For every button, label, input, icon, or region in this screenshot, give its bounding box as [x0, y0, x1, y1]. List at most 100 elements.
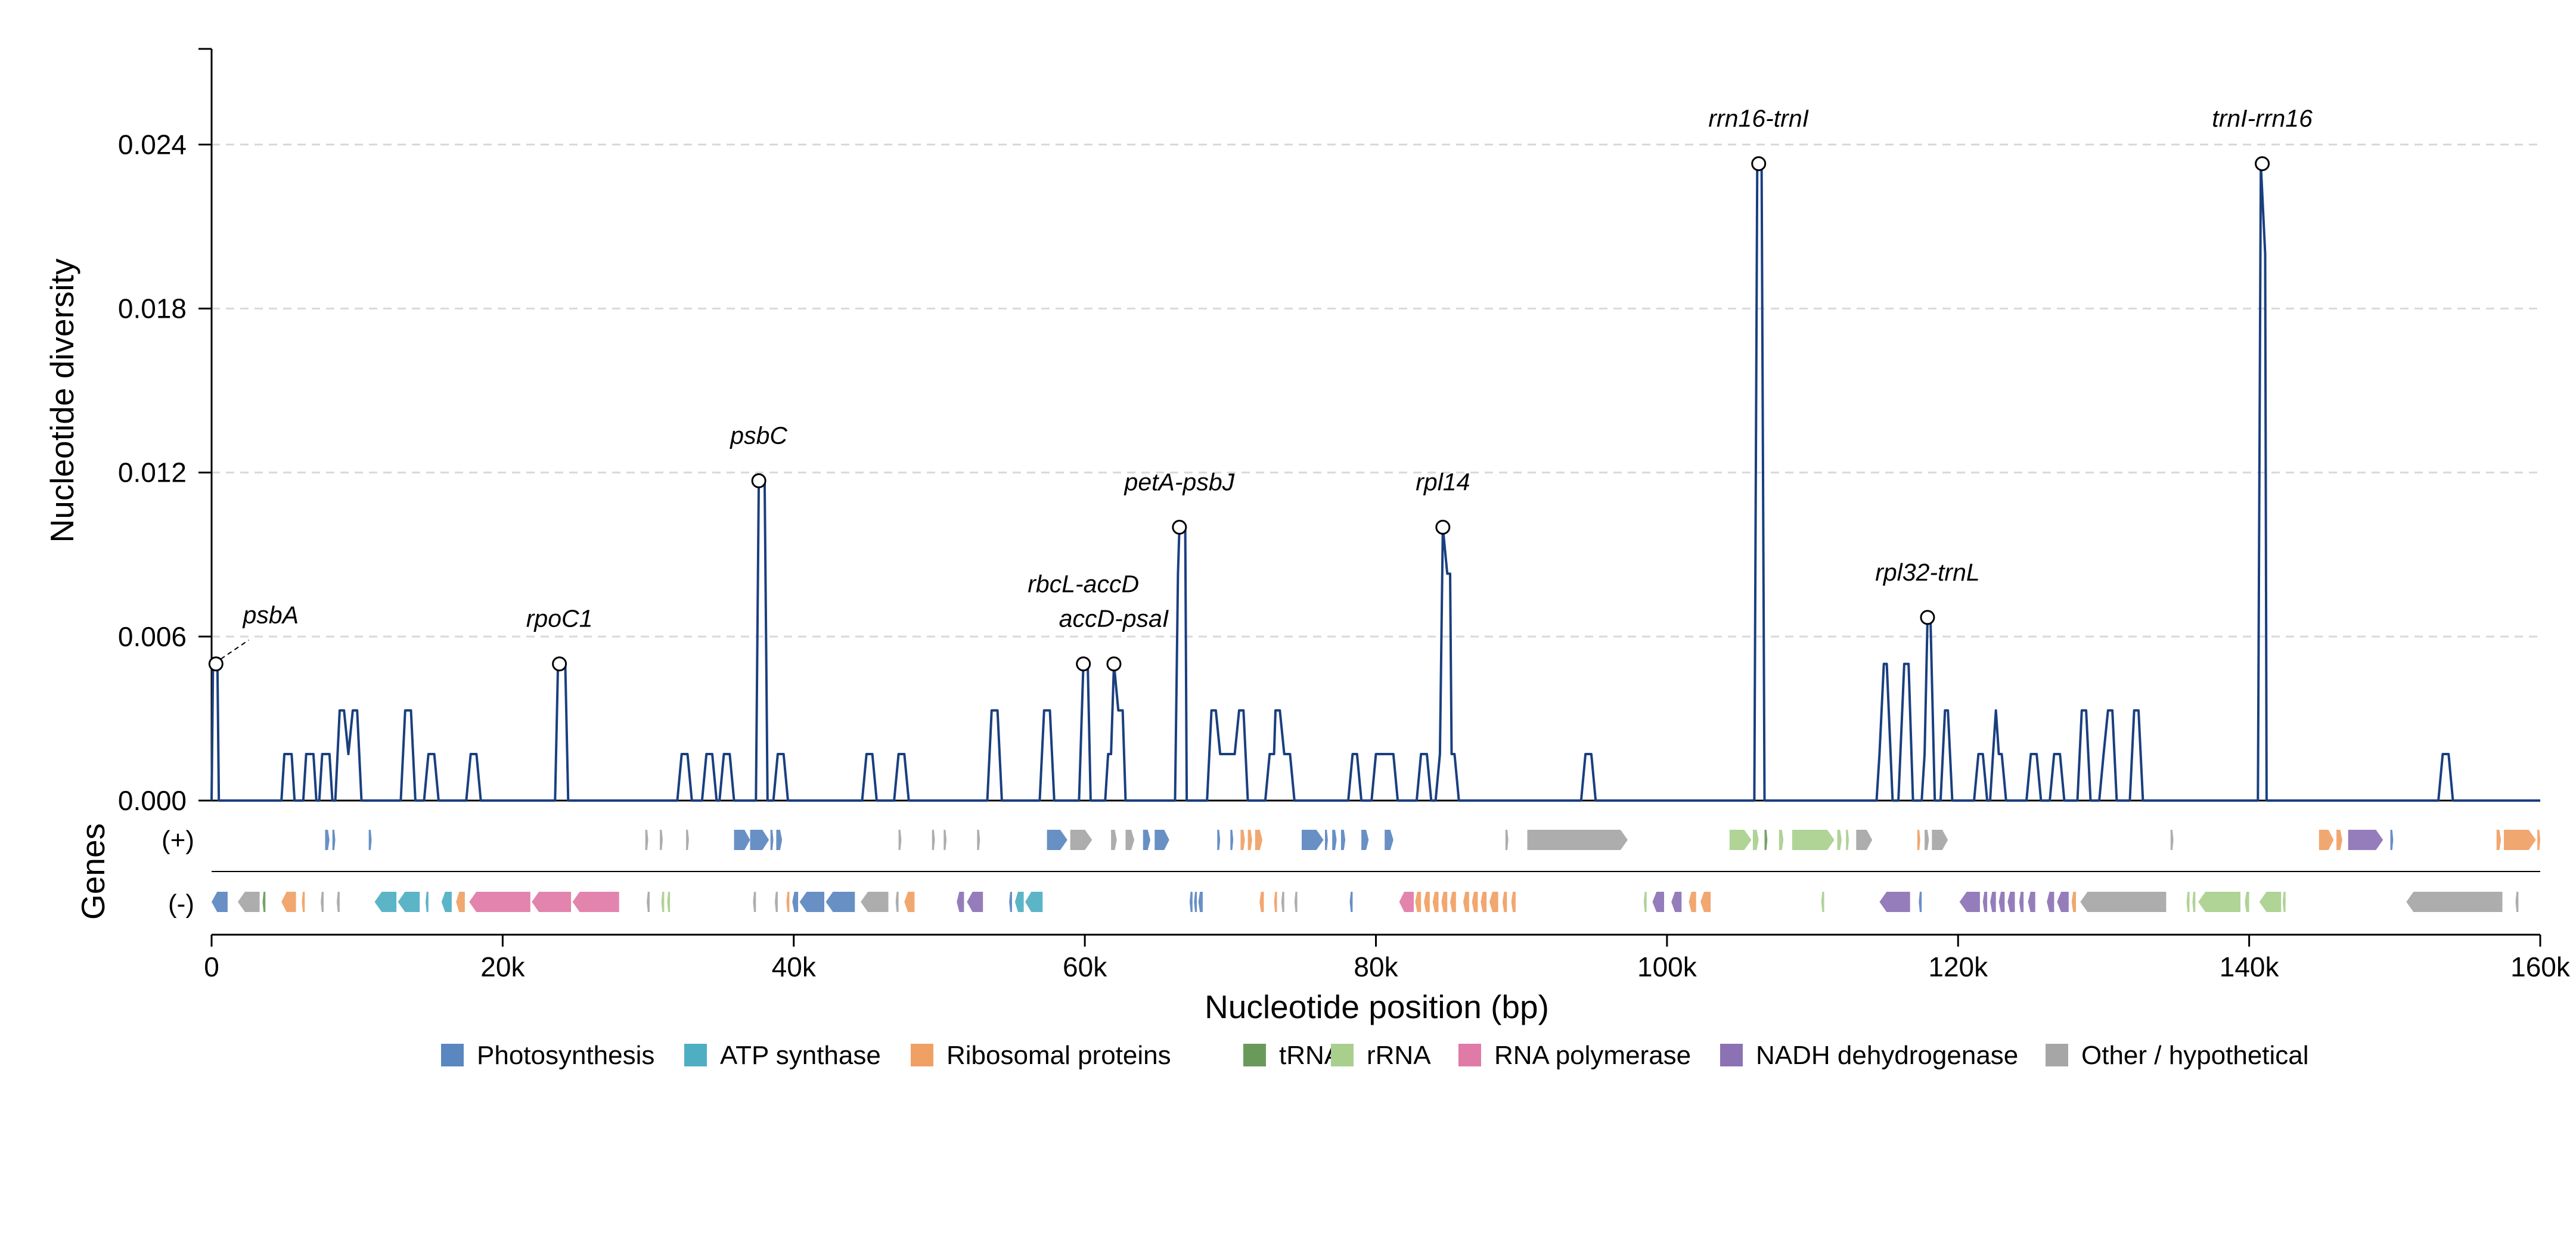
- plus-gene-14: [1047, 830, 1067, 850]
- peak-marker-1: [552, 656, 567, 672]
- peak-marker-9: [2255, 156, 2270, 172]
- minus-gene-32: [1189, 892, 1193, 912]
- plus-gene-36: [1779, 830, 1784, 850]
- minus-gene-14: [572, 892, 619, 912]
- y-axis-title: Nucleotide diversity: [44, 258, 80, 542]
- legend-swatch-other: [2046, 1044, 2068, 1066]
- minus-gene-28: [967, 892, 983, 912]
- minus-gene-7: [374, 892, 397, 912]
- minus-gene-43: [1432, 892, 1439, 912]
- peak-annotations: psbA rpoC1 psbC rbcL-accD accD-psaI petA-psbJ…: [208, 105, 2313, 672]
- minus-gene-50: [1502, 892, 1507, 912]
- plus-gene-33: [1729, 830, 1752, 850]
- x-tick-label-2: 40k: [772, 951, 817, 982]
- legend-label-rna: RNA polymerase: [1494, 1041, 1691, 1070]
- legend-swatch-trna: [1243, 1044, 1266, 1066]
- plus-gene-5: [686, 830, 689, 850]
- minus-gene-59: [1919, 892, 1922, 912]
- plus-gene-9: [776, 830, 783, 850]
- minus-gene-13: [532, 892, 572, 912]
- minus-gene-12: [469, 892, 530, 912]
- minus-gene-61: [1982, 892, 1988, 912]
- minus-gene-48: [1481, 892, 1487, 912]
- legend-label-photosynthesis: Photosynthesis: [477, 1041, 654, 1070]
- x-tick-label-3: 60k: [1063, 951, 1107, 982]
- plus-gene-35: [1764, 830, 1768, 850]
- legend: Photosynthesis ATP synthase Ribosomal prot…: [441, 1041, 2309, 1070]
- minus-gene-76: [2282, 892, 2286, 912]
- plus-gene-16: [1111, 830, 1117, 850]
- plus-gene-26: [1325, 830, 1328, 850]
- peak-label-3: rbcL-accD: [1028, 570, 1139, 598]
- minus-gene-2: [262, 892, 266, 912]
- gene-track-title: Genes: [75, 823, 111, 920]
- plus-gene-43: [1932, 830, 1948, 850]
- plus-gene-20: [1217, 830, 1221, 850]
- peak-marker-0: [208, 656, 224, 672]
- legend-label-rrna: rRNA: [1367, 1041, 1431, 1070]
- minus-gene-51: [1511, 892, 1516, 912]
- plus-gene-22: [1240, 830, 1245, 850]
- minus-gene-74: [2245, 892, 2249, 912]
- plus-gene-13: [977, 830, 980, 850]
- plus-gene-44: [2170, 830, 2174, 850]
- minus-gene-23: [825, 892, 855, 912]
- minus-gene-16: [661, 892, 665, 912]
- diversity-line-0: [210, 162, 2540, 802]
- minus-gene-35: [1259, 892, 1264, 912]
- minus-gene-75: [2259, 892, 2282, 912]
- minus-gene-10: [441, 892, 452, 912]
- plus-strand-label: (+): [162, 826, 194, 855]
- minus-gene-72: [2192, 892, 2196, 912]
- plus-gene-12: [944, 830, 947, 850]
- minus-gene-39: [1349, 892, 1353, 912]
- peak-label-1: rpoC1: [526, 605, 593, 632]
- grid-lines: [212, 143, 2540, 638]
- minus-gene-49: [1489, 892, 1498, 912]
- minus-gene-45: [1450, 892, 1456, 912]
- y-tick-label-1: 0.006: [118, 621, 187, 652]
- plus-gene-38: [1837, 830, 1842, 850]
- plus-gene-6: [734, 830, 750, 850]
- minus-gene-15: [647, 892, 650, 912]
- legend-swatch-rna: [1458, 1044, 1481, 1066]
- minus-gene-41: [1415, 892, 1422, 912]
- minus-gene-78: [2515, 892, 2519, 912]
- peak-label-0: psbA: [242, 601, 299, 629]
- minus-gene-29: [1009, 892, 1012, 912]
- minus-gene-11: [456, 892, 465, 912]
- minus-gene-52: [1643, 892, 1647, 912]
- minus-gene-58: [1879, 892, 1910, 912]
- minus-gene-57: [1821, 892, 1824, 912]
- plus-gene-8: [770, 830, 774, 850]
- x-tick-label-1: 20k: [480, 951, 525, 982]
- minus-gene-56: [1700, 892, 1711, 912]
- plus-gene-45: [2319, 830, 2334, 850]
- x-tick-label-7: 140k: [2220, 951, 2280, 982]
- y-tick-label-0: 0.000: [118, 785, 187, 816]
- peak-label-7: rrn16-trnI: [1708, 105, 1809, 132]
- minus-gene-21: [792, 892, 799, 912]
- minus-gene-19: [775, 892, 778, 912]
- plus-gene-46: [2336, 830, 2342, 850]
- minus-gene-68: [2057, 892, 2069, 912]
- plus-gene-31: [1505, 830, 1509, 850]
- plus-gene-24: [1255, 830, 1262, 850]
- plus-gene-15: [1070, 830, 1093, 850]
- minus-gene-22: [799, 892, 824, 912]
- minus-gene-54: [1671, 892, 1682, 912]
- x-tick-label-6: 120k: [1928, 951, 1988, 982]
- plus-gene-23: [1247, 830, 1252, 850]
- minus-gene-66: [2028, 892, 2035, 912]
- x-tick-label-8: 160k: [2510, 951, 2571, 982]
- diversity-line-layer: [210, 162, 2540, 802]
- minus-gene-47: [1472, 892, 1478, 912]
- minus-gene-53: [1652, 892, 1664, 912]
- peak-marker-5: [1172, 519, 1187, 535]
- minus-gene-77: [2406, 892, 2503, 912]
- minus-gene-64: [2007, 892, 2015, 912]
- plus-gene-7: [750, 830, 769, 850]
- y-tick-label-3: 0.018: [118, 293, 187, 324]
- plus-gene-29: [1361, 830, 1369, 850]
- minus-gene-26: [904, 892, 915, 912]
